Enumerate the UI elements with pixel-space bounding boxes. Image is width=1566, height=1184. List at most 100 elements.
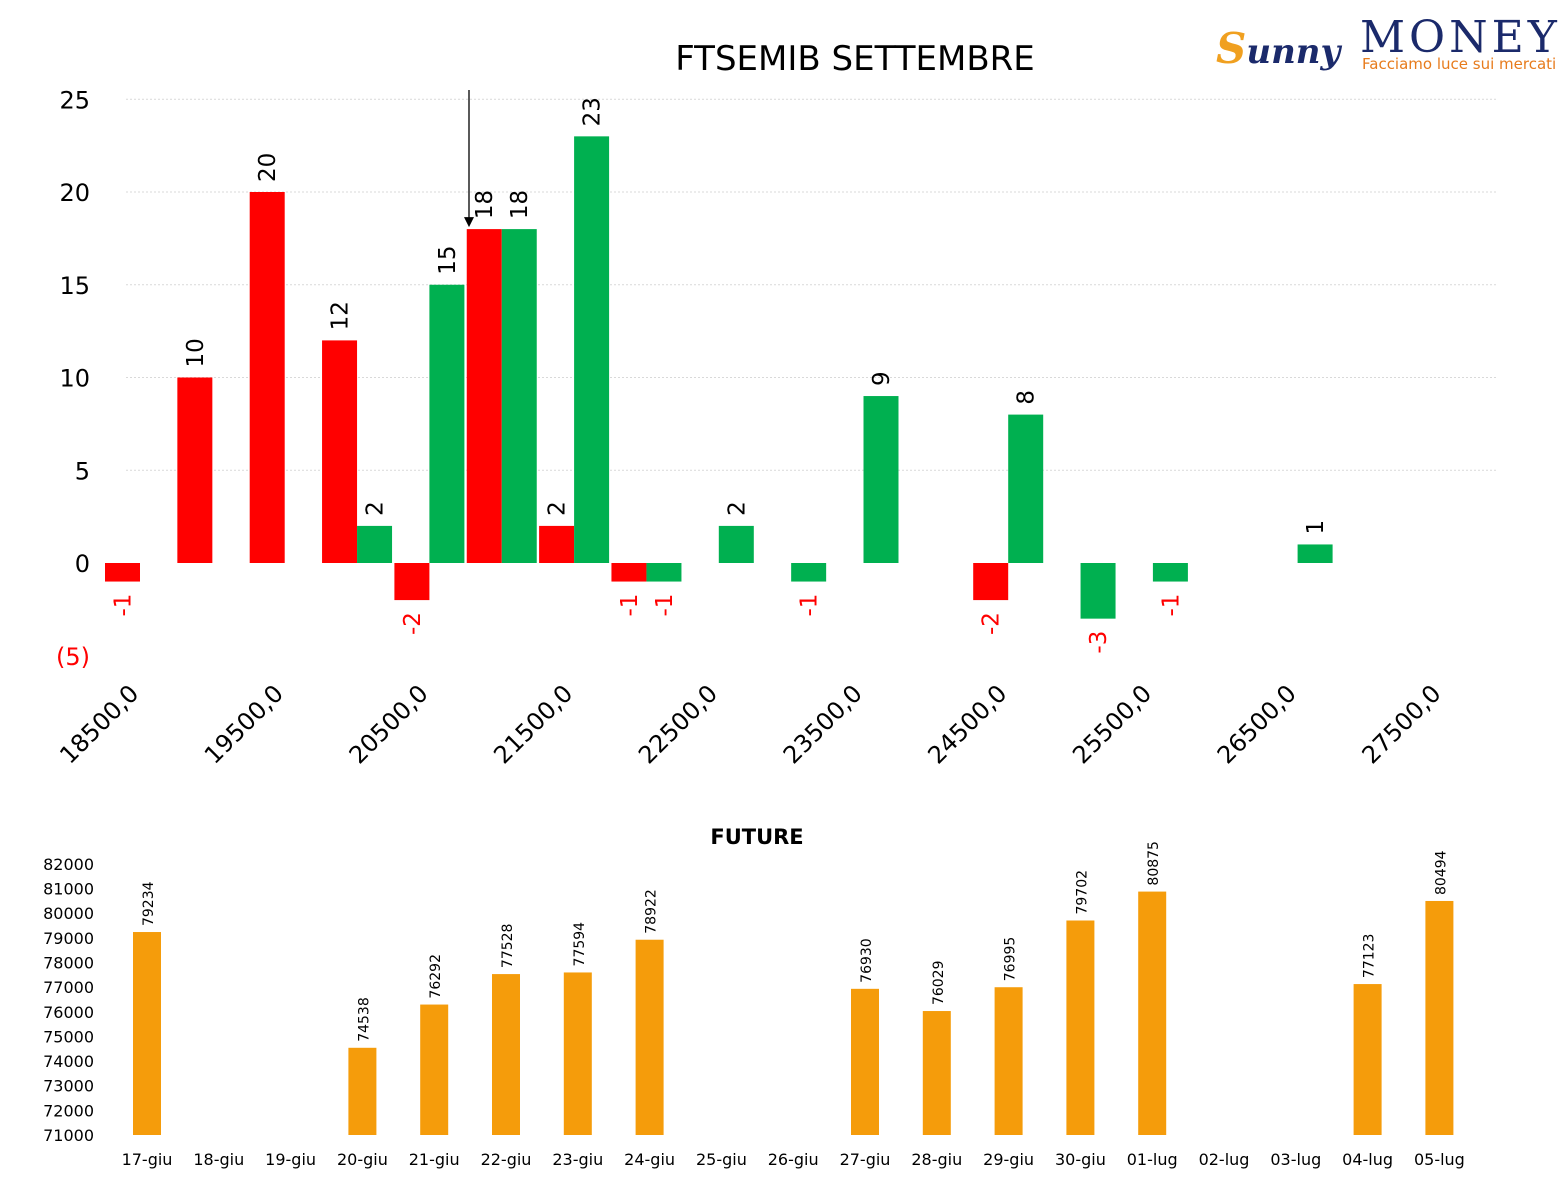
red-bar — [322, 340, 358, 563]
future-bar — [1066, 920, 1095, 1135]
data-label: 76029 — [931, 960, 947, 1005]
data-label: -1 — [1158, 594, 1184, 617]
y-tick-label: 20 — [59, 179, 90, 207]
x-tick-label: 21-giu — [409, 1150, 460, 1169]
red-bar — [973, 563, 1009, 601]
data-label: 23 — [580, 97, 606, 126]
top-chart-x-axis: 18500,0 19500,0 20500,0 21500,0 22500,0 23500… — [54, 679, 1446, 769]
y-tick-label: 75000 — [43, 1027, 94, 1046]
y-tick-label: 77000 — [43, 978, 94, 997]
future-bar — [1425, 900, 1454, 1135]
y-tick-label: 10 — [59, 365, 90, 393]
x-tick-label: 03-lug — [1270, 1150, 1321, 1169]
x-tick-label: 21500,0 — [488, 679, 578, 769]
y-tick-label: 76000 — [43, 1003, 94, 1022]
data-label: 20 — [255, 153, 281, 182]
red-bar — [539, 525, 575, 563]
x-tick-label: 25500,0 — [1067, 679, 1157, 769]
red-bar — [611, 563, 647, 582]
x-tick-label: 30-giu — [1055, 1150, 1106, 1169]
data-label: 74538 — [356, 997, 372, 1042]
logo: Sunny MONEY Facciamo luce sui mercati — [1210, 10, 1560, 80]
x-tick-label: 19500,0 — [199, 679, 289, 769]
red-bar — [394, 563, 430, 601]
data-label: -2 — [400, 612, 426, 635]
green-bar — [863, 396, 899, 563]
data-label: 77594 — [572, 922, 588, 967]
y-tick-label: 72000 — [43, 1101, 94, 1120]
x-tick-label: 19-giu — [265, 1150, 316, 1169]
green-bar — [1008, 414, 1044, 563]
x-tick-label: 26500,0 — [1212, 679, 1302, 769]
data-label: -3 — [1086, 631, 1112, 654]
data-label: 80494 — [1433, 850, 1449, 895]
green-bar — [1080, 563, 1116, 619]
x-tick-label: 01-lug — [1127, 1150, 1178, 1169]
x-tick-label: 05-lug — [1414, 1150, 1465, 1169]
y-tick-label: (5) — [56, 643, 90, 671]
data-label: 80875 — [1146, 841, 1162, 886]
x-tick-label: 22500,0 — [633, 679, 723, 769]
data-label: 79702 — [1074, 870, 1090, 915]
data-label: 2 — [724, 501, 750, 516]
green-bar — [357, 525, 393, 563]
data-label: -1 — [797, 594, 823, 617]
data-label: 18 — [507, 190, 533, 219]
x-tick-label: 02-lug — [1199, 1150, 1250, 1169]
bottom-chart: FUTURE 82000 81000 80000 79000 78000 77000 760… — [43, 825, 1465, 1169]
data-label: 76995 — [1003, 937, 1019, 982]
x-tick-label: 20-giu — [337, 1150, 388, 1169]
green-bar — [1152, 563, 1188, 582]
x-tick-label: 28-giu — [911, 1150, 962, 1169]
future-bar — [492, 974, 520, 1135]
x-tick-label: 24500,0 — [922, 679, 1012, 769]
data-label: 10 — [183, 338, 209, 367]
data-label: 15 — [435, 245, 461, 274]
data-label: 2 — [363, 501, 389, 516]
future-bar — [133, 932, 161, 1135]
x-tick-label: 18-giu — [193, 1150, 244, 1169]
x-tick-label: 22-giu — [481, 1150, 532, 1169]
data-label: 12 — [328, 301, 354, 330]
data-label: 8 — [1014, 390, 1040, 405]
data-label: -2 — [979, 612, 1005, 635]
data-label: 18 — [472, 190, 498, 219]
red-bar — [466, 229, 502, 563]
data-label: 76930 — [859, 938, 875, 983]
red-bar — [177, 377, 213, 563]
x-tick-label: 20500,0 — [344, 679, 434, 769]
bottom-chart-x-axis: 17-giu 18-giu 19-giu 20-giu 21-giu 22-giu 23-g… — [122, 1150, 1465, 1169]
y-tick-label: 82000 — [43, 855, 94, 874]
future-bar — [994, 987, 1023, 1135]
logo-script: Sunny — [1216, 24, 1341, 73]
y-tick-label: 5 — [75, 457, 90, 485]
future-bar — [922, 1011, 951, 1135]
x-tick-label: 27-giu — [840, 1150, 891, 1169]
y-tick-label: 73000 — [43, 1077, 94, 1096]
data-label: -1 — [111, 594, 137, 617]
x-tick-label: 04-lug — [1342, 1150, 1393, 1169]
data-label: 79234 — [141, 881, 157, 926]
x-tick-label: 27500,0 — [1357, 679, 1447, 769]
data-label: 77123 — [1362, 934, 1378, 979]
x-tick-label: 29-giu — [983, 1150, 1034, 1169]
y-tick-label: 80000 — [43, 904, 94, 923]
x-tick-label: 23500,0 — [778, 679, 868, 769]
arrow-head — [464, 217, 474, 228]
data-label: 78922 — [644, 889, 660, 934]
y-tick-label: 15 — [59, 272, 90, 300]
top-chart-title: FTSEMIB SETTEMBRE — [675, 39, 1035, 79]
data-label: -1 — [652, 594, 678, 617]
green-bar — [501, 229, 537, 563]
data-label: 76292 — [428, 954, 444, 999]
x-tick-label: 17-giu — [122, 1150, 173, 1169]
bottom-chart-bars — [133, 891, 1454, 1135]
future-bar — [348, 1047, 377, 1135]
data-label: 77528 — [500, 924, 516, 969]
future-bar — [1353, 984, 1382, 1135]
y-tick-label: 74000 — [43, 1052, 94, 1071]
top-chart-annotations — [464, 89, 474, 228]
x-tick-label: 23-giu — [552, 1150, 603, 1169]
bottom-chart-title: FUTURE — [710, 825, 803, 849]
